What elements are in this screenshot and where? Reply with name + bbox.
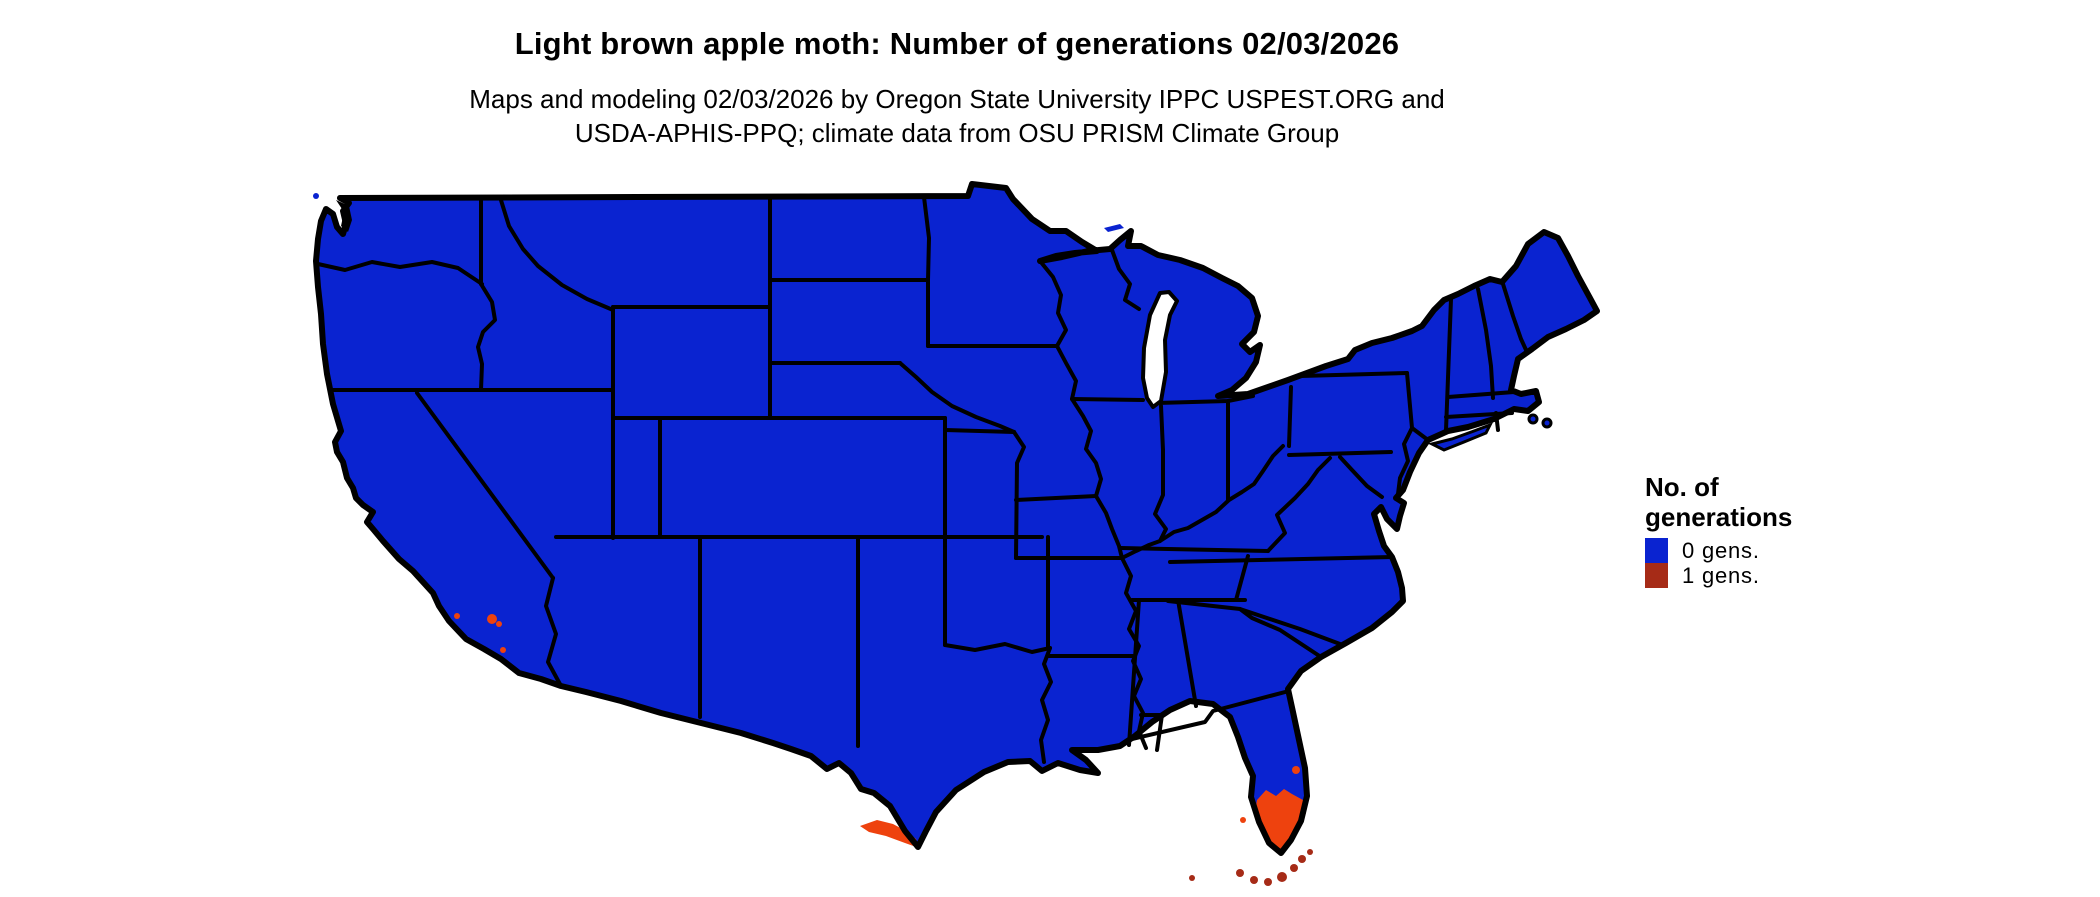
isle-royale (1104, 224, 1124, 232)
florida-keys-dots (1189, 849, 1313, 886)
subtitle: Maps and modeling 02/03/2026 by Oregon S… (0, 82, 1914, 150)
island-wa-coast (313, 193, 319, 199)
legend-label-1: 1 gens. (1682, 562, 1760, 588)
orange-spot-socal-3 (496, 621, 502, 627)
page-title: Light brown apple moth: Number of genera… (514, 26, 1400, 61)
orange-spot-socal-2 (487, 614, 497, 624)
lake-michigan (1141, 290, 1179, 409)
puget-sound-inlet (336, 200, 352, 232)
subtitle-line-1: Maps and modeling 02/03/2026 by Oregon S… (469, 84, 1445, 114)
legend-swatch-1 (1645, 563, 1668, 588)
nation-fill (316, 184, 1597, 853)
legend-title-line-1: No. of (1645, 472, 1719, 502)
orange-spot-socal-1 (454, 613, 460, 619)
legend-title: No. of generations (1645, 472, 1792, 532)
long-island (1427, 422, 1494, 452)
legend-items: 0 gens. 1 gens. (1645, 538, 1792, 588)
island-marthas-vineyard (1527, 413, 1539, 425)
orange-spot-socal-4 (500, 647, 506, 653)
state-borders (316, 195, 1529, 764)
legend-label-0: 0 gens. (1682, 537, 1760, 563)
island-nantucket (1541, 417, 1553, 429)
orange-spot-florida-east-coast (1292, 766, 1300, 774)
legend-title-line-2: generations (1645, 502, 1793, 532)
legend: No. of generations 0 gens. 1 gens. (1645, 472, 1792, 588)
nation-outline (313, 181, 1600, 856)
orange-spot-florida-west (1240, 817, 1246, 823)
subtitle-line-2: USDA-APHIS-PPQ; climate data from OSU PR… (574, 118, 1340, 148)
legend-item-0: 0 gens. (1645, 538, 1792, 563)
islands (313, 193, 1553, 452)
legend-swatch-0 (1645, 538, 1668, 563)
orange-region-south-texas (860, 820, 919, 848)
legend-item-1: 1 gens. (1645, 563, 1792, 588)
